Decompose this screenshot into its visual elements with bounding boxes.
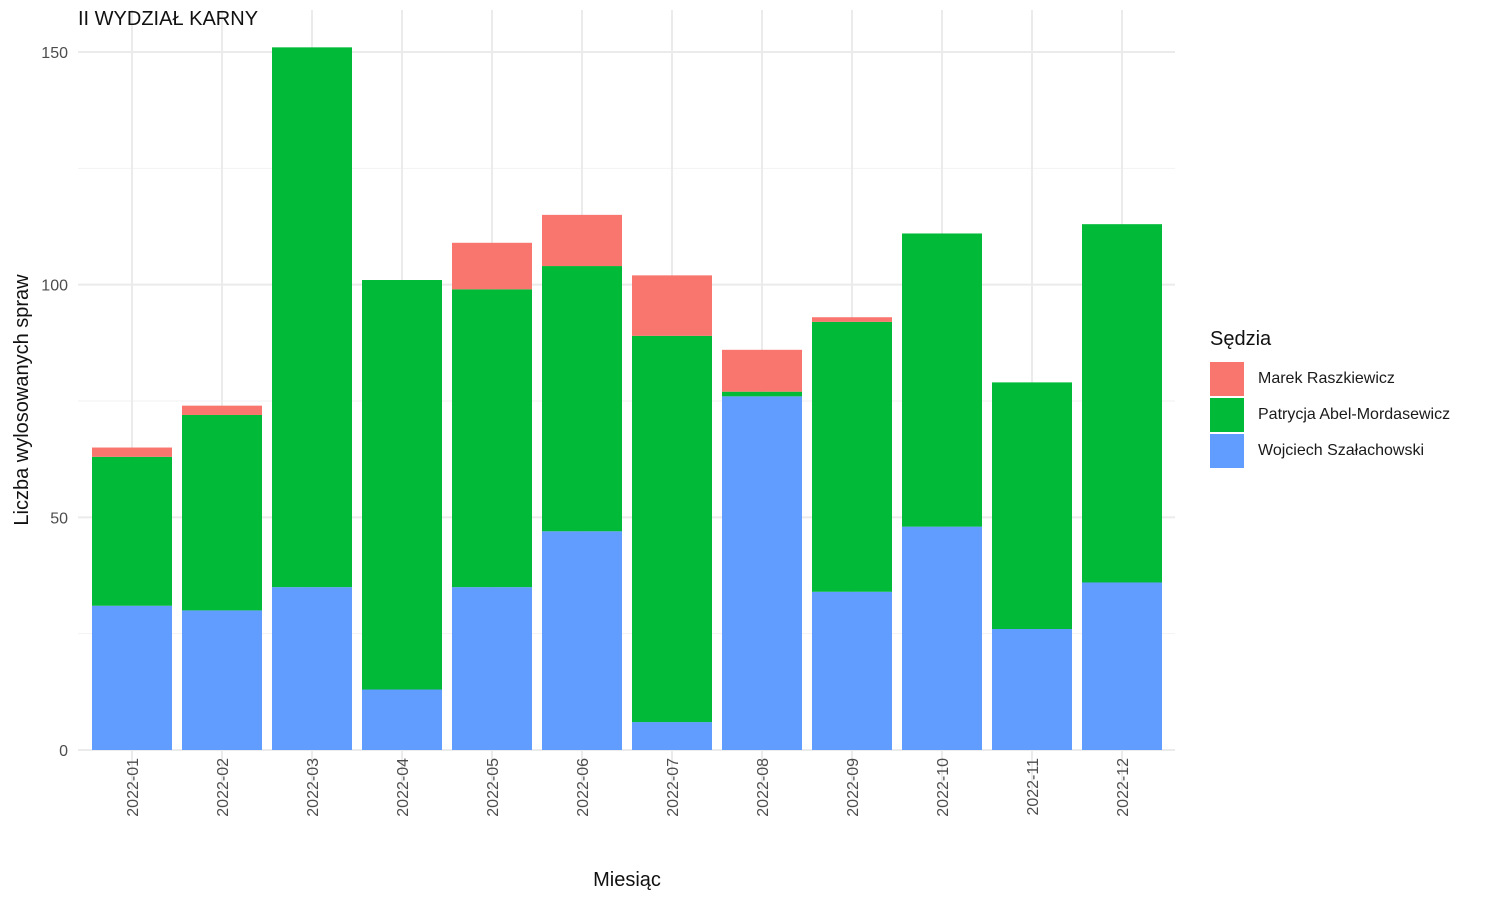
y-tick-label: 50 xyxy=(50,510,68,527)
bar-segment xyxy=(92,456,172,606)
bar-segment xyxy=(722,349,802,392)
y-axis-label: Liczba wylosowanych spraw xyxy=(11,274,33,526)
bar-segment xyxy=(362,689,442,750)
x-tick-label: 2022-07 xyxy=(665,758,682,817)
x-tick-label: 2022-02 xyxy=(215,758,232,817)
bar-segment xyxy=(1082,224,1162,583)
y-tick-labels: 0 50 100 150 xyxy=(41,45,68,760)
bar-segment xyxy=(1082,582,1162,750)
bars xyxy=(92,47,1162,750)
bar-segment xyxy=(632,722,712,750)
bar-segment xyxy=(182,414,262,611)
bar-segment xyxy=(632,335,712,723)
bar-segment xyxy=(452,242,532,290)
bar-segment xyxy=(632,275,712,336)
x-tick-label: 2022-04 xyxy=(395,758,412,817)
legend-swatch xyxy=(1210,434,1244,468)
x-tick-label: 2022-06 xyxy=(575,758,592,817)
y-tick-label: 0 xyxy=(59,743,68,760)
x-tick-label: 2022-10 xyxy=(935,758,952,817)
x-tick-label: 2022-01 xyxy=(125,758,142,817)
y-tick-label: 100 xyxy=(41,278,68,295)
bar-segment xyxy=(452,587,532,750)
legend: Sędzia Marek Raszkiewicz Patrycja Abel-Mo… xyxy=(1210,328,1450,469)
bar-segment xyxy=(992,629,1072,750)
bar-segment xyxy=(92,447,172,457)
bar-segment xyxy=(812,591,892,750)
chart-title: II WYDZIAŁ KARNY xyxy=(78,8,259,30)
x-tick-label: 2022-05 xyxy=(485,758,502,817)
x-axis-label: Miesiąc xyxy=(593,869,661,891)
bar-segment xyxy=(452,289,532,588)
x-tick-labels: 2022-01 2022-02 2022-03 2022-04 2022-05 2022-… xyxy=(125,758,1132,817)
legend-label: Marek Raszkiewicz xyxy=(1258,370,1395,387)
x-tick-label: 2022-12 xyxy=(1115,758,1132,817)
bar-segment xyxy=(722,396,802,750)
y-tick-label: 150 xyxy=(41,45,68,62)
bar-segment xyxy=(722,391,802,397)
bar-segment xyxy=(542,266,622,532)
x-tick-label: 2022-08 xyxy=(755,758,772,817)
bar-segment xyxy=(272,587,352,750)
legend-item: Patrycja Abel-Mordasewicz xyxy=(1210,397,1450,433)
legend-swatch xyxy=(1210,398,1244,432)
legend-label: Patrycja Abel-Mordasewicz xyxy=(1258,406,1451,423)
bar-segment xyxy=(182,405,262,415)
legend-item: Marek Raszkiewicz xyxy=(1210,361,1450,397)
bar-segment xyxy=(902,233,982,527)
legend-item: Wojciech Szałachowski xyxy=(1210,433,1450,469)
legend-title: Sędzia xyxy=(1210,328,1272,350)
x-tick-label: 2022-03 xyxy=(305,758,322,817)
bar-segment xyxy=(992,382,1072,630)
bar-segment xyxy=(902,526,982,750)
bar-segment xyxy=(92,605,172,750)
bar-segment xyxy=(272,47,352,588)
bar-segment xyxy=(182,610,262,750)
bar-segment xyxy=(542,214,622,267)
x-tick-label: 2022-11 xyxy=(1025,758,1042,816)
x-tick-label: 2022-09 xyxy=(845,758,862,817)
bar-segment xyxy=(812,321,892,592)
legend-swatch xyxy=(1210,362,1244,396)
bar-segment xyxy=(812,317,892,322)
legend-label: Wojciech Szałachowski xyxy=(1258,442,1424,459)
bar-segment xyxy=(362,280,442,690)
bar-segment xyxy=(542,531,622,750)
